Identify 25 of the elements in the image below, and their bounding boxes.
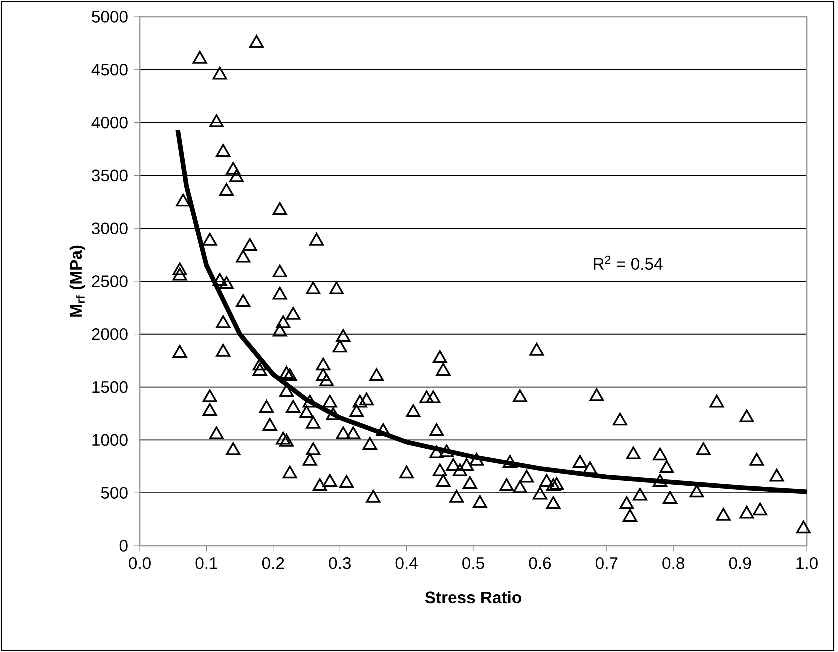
x-tick-label: 1.0 — [796, 558, 818, 570]
annotation: R$^{2}$ = 0.54 — [594, 256, 663, 270]
x-tick-label: 0.9 — [729, 558, 752, 570]
y-tick-label: 2500 — [92, 276, 128, 288]
y-tick-label: 1000 — [92, 434, 128, 446]
x-tick-label: 0.4 — [396, 558, 418, 570]
x-tick-label: 0.1 — [196, 558, 218, 570]
y-tick-label: 3000 — [92, 222, 128, 234]
x-tick-label: 0.5 — [462, 558, 484, 570]
x-tick-label: 0.2 — [262, 558, 284, 570]
y-tick-label: 3500 — [92, 170, 128, 182]
x-tick-label: 0.8 — [662, 558, 684, 570]
x-axis-title: Stress Ratio — [425, 591, 522, 604]
x-tick-label: 0.7 — [596, 558, 618, 570]
y-tick-label: 4500 — [92, 64, 128, 76]
y-tick-label: 1500 — [92, 381, 128, 394]
x-tick-label: 0.6 — [529, 558, 552, 570]
x-tick-label: 0.3 — [329, 558, 351, 570]
y-tick-label: 500 — [101, 487, 128, 499]
y-axis-title: M$_{rf}$ (MPa) — [70, 246, 86, 317]
x-tick-label: 0.0 — [129, 558, 151, 570]
y-tick-label: 0 — [120, 540, 128, 552]
y-tick-label: 5000 — [92, 11, 128, 23]
y-tick-label: 2000 — [92, 328, 128, 340]
y-tick-label: 4000 — [92, 116, 128, 129]
